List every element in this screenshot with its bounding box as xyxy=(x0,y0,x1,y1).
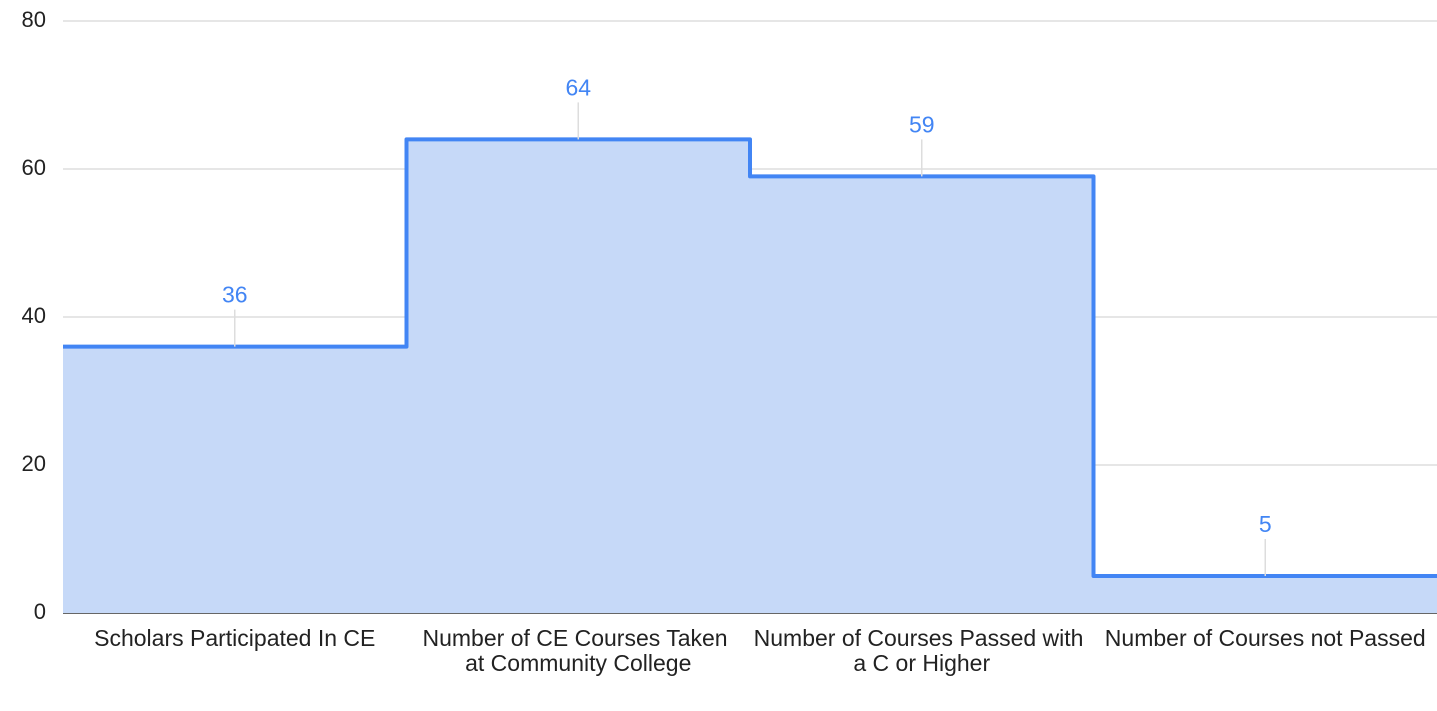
value-label: 64 xyxy=(565,74,591,100)
label-line: Number of Courses Passed with xyxy=(754,625,1090,651)
area-step xyxy=(750,176,1094,613)
y-tick-label: 40 xyxy=(22,303,46,328)
x-tick-label: Number of CE Courses Taken at Community … xyxy=(423,625,735,676)
value-label: 36 xyxy=(222,282,248,308)
x-tick-label: Number of Courses Passed with a C or Hig… xyxy=(754,625,1090,676)
value-label: 59 xyxy=(909,111,935,137)
x-tick-label: Scholars Participated In CE xyxy=(94,625,375,651)
value-label: 5 xyxy=(1259,511,1272,537)
y-tick-label: 60 xyxy=(22,155,46,180)
area-step xyxy=(63,346,407,613)
label-line: at Community College xyxy=(465,650,691,676)
y-tick-label: 0 xyxy=(34,599,46,624)
y-tick-label: 20 xyxy=(22,451,46,476)
step-line xyxy=(63,137,1437,578)
x-tick-label: Number of Courses not Passed xyxy=(1105,625,1426,651)
label-line: Number of Courses not Passed xyxy=(1105,625,1426,651)
label-line: Scholars Participated In CE xyxy=(94,625,375,651)
label-line: Number of CE Courses Taken xyxy=(423,625,735,651)
area-step xyxy=(1093,576,1437,613)
label-line: a C or Higher xyxy=(853,650,990,676)
area-step xyxy=(406,139,750,613)
y-tick-label: 80 xyxy=(22,7,46,32)
